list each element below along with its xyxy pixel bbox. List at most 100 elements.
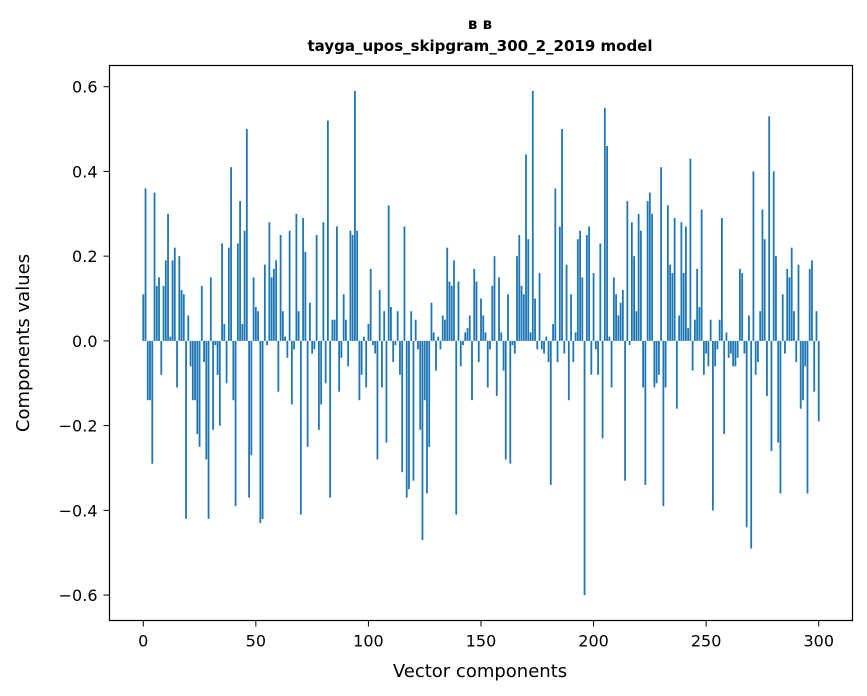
bar (583, 340, 586, 596)
bar (714, 340, 717, 367)
bar (556, 340, 559, 363)
bar (554, 188, 557, 341)
bar (804, 340, 807, 367)
bar (610, 340, 613, 388)
bar (617, 315, 620, 341)
bar (680, 222, 683, 341)
bar (736, 340, 739, 358)
bar (326, 120, 329, 341)
bar (182, 294, 185, 341)
bar (160, 340, 163, 375)
bar (349, 230, 352, 341)
bar (518, 234, 521, 341)
bar (525, 154, 527, 341)
bar (660, 167, 663, 341)
x-tick-label: 250 (691, 632, 722, 651)
bar (313, 340, 316, 350)
bar (225, 340, 228, 384)
bar (702, 340, 705, 375)
bar (786, 268, 789, 341)
bar (308, 302, 311, 341)
bar (340, 340, 343, 358)
bar (815, 311, 818, 341)
bar (354, 90, 356, 341)
bar (637, 213, 640, 341)
bar (597, 340, 599, 375)
bar (779, 340, 782, 494)
bar (788, 277, 791, 341)
bar (266, 340, 269, 346)
bar (432, 332, 435, 341)
bar (759, 311, 762, 341)
bar (331, 319, 334, 341)
bar (678, 315, 681, 341)
bar (200, 285, 203, 341)
bar (741, 273, 744, 341)
bar (320, 340, 323, 405)
bar (419, 340, 422, 430)
bar (491, 285, 494, 341)
bar (462, 340, 464, 346)
bar (176, 340, 178, 388)
bar (793, 311, 795, 341)
bar (315, 234, 318, 341)
bar (207, 340, 210, 519)
bar (624, 340, 626, 481)
bar (651, 213, 654, 341)
bar (802, 340, 804, 401)
bar (775, 256, 777, 341)
bar (317, 340, 320, 430)
bar (619, 302, 622, 341)
bar (655, 340, 658, 384)
bar (511, 340, 514, 346)
bar (718, 319, 721, 341)
bar (482, 315, 485, 341)
bar (675, 340, 678, 409)
bar (772, 171, 775, 341)
bar (757, 340, 759, 363)
bar (630, 222, 633, 341)
bar (390, 306, 392, 341)
bar (538, 273, 541, 341)
bar (275, 260, 278, 341)
bar (721, 218, 723, 341)
bar (450, 285, 453, 341)
bar (709, 319, 712, 341)
bar (347, 340, 350, 367)
bar (549, 340, 552, 485)
bar (648, 192, 651, 341)
bar (295, 213, 298, 341)
bar (689, 158, 692, 341)
bar (376, 340, 379, 460)
bar (594, 340, 597, 350)
bar (167, 213, 169, 341)
bar (480, 298, 482, 341)
bar (378, 290, 381, 341)
bar (588, 226, 590, 341)
bar (567, 340, 570, 401)
bar (739, 268, 741, 341)
bar (540, 340, 543, 350)
bar (813, 340, 816, 392)
bar (531, 90, 534, 341)
bar (811, 260, 813, 341)
bar (817, 340, 820, 422)
bar (426, 340, 428, 494)
bar (475, 281, 478, 341)
bar (423, 340, 426, 401)
bar (180, 290, 183, 341)
bar (146, 340, 149, 401)
bar (421, 340, 424, 541)
bar (412, 340, 415, 481)
bar (218, 340, 221, 426)
bar (707, 340, 710, 367)
bar (394, 340, 397, 346)
bar (592, 273, 595, 341)
bar (367, 323, 370, 341)
bar (437, 336, 440, 341)
bar (414, 319, 417, 341)
bar (254, 306, 257, 341)
bar (151, 340, 154, 464)
bar (696, 268, 699, 341)
